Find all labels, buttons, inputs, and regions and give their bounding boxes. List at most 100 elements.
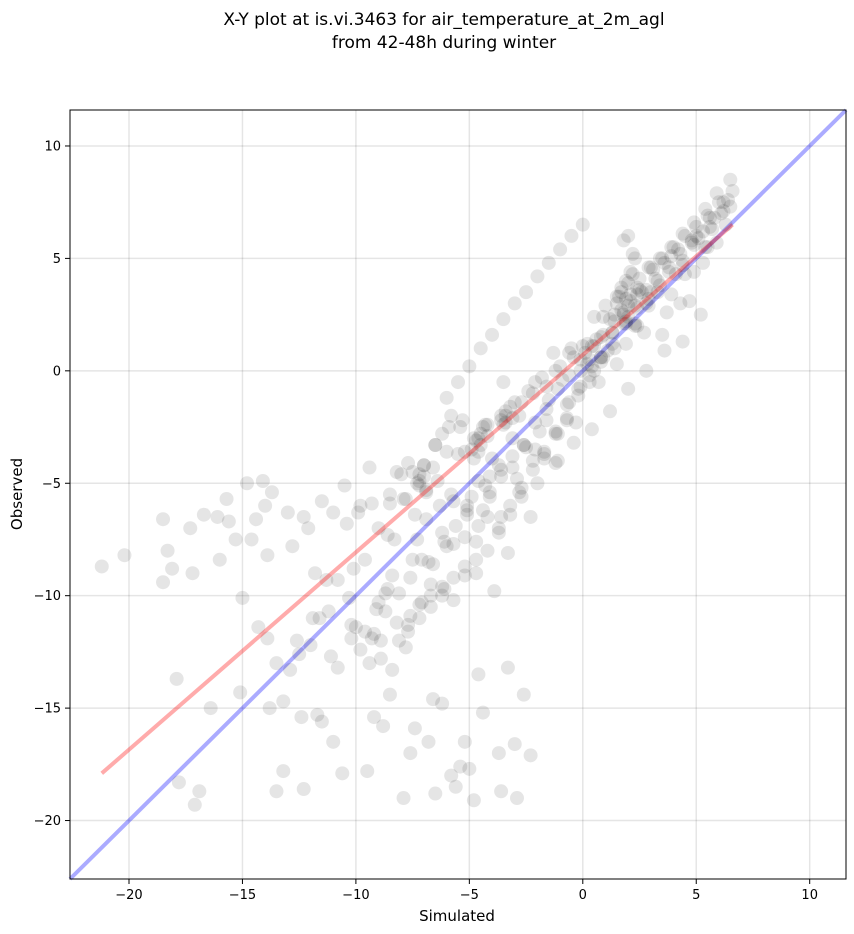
data-point — [643, 285, 658, 300]
data-point — [451, 375, 465, 390]
data-point — [471, 474, 486, 489]
y-tick-label: 0 — [53, 364, 61, 379]
data-point — [330, 572, 345, 587]
data-point — [435, 525, 450, 540]
data-point — [439, 444, 454, 459]
data-point — [435, 588, 450, 603]
data-point — [528, 375, 543, 390]
data-point — [407, 721, 422, 736]
data-point — [416, 458, 431, 473]
x-tick-label: −20 — [115, 888, 142, 903]
data-point — [627, 318, 642, 333]
data-point — [428, 438, 443, 453]
data-point — [677, 267, 692, 282]
data-point — [500, 545, 515, 560]
data-point — [514, 489, 529, 504]
data-point — [473, 341, 488, 356]
data-point — [607, 341, 622, 356]
data-point — [514, 480, 529, 495]
data-point — [655, 251, 670, 266]
data-point — [591, 375, 606, 390]
x-tick-label: 0 — [579, 888, 587, 903]
data-point — [398, 640, 413, 655]
fit-line — [100, 223, 734, 775]
data-point — [496, 375, 511, 390]
data-point — [464, 489, 479, 504]
data-point — [548, 456, 563, 471]
data-point — [308, 566, 323, 581]
data-point — [516, 687, 531, 702]
data-point — [446, 570, 461, 585]
data-point — [380, 527, 395, 542]
data-point — [460, 507, 475, 522]
data-point — [466, 451, 481, 466]
y-axis-ticks: −20 −15 −10 −5 0 5 10 — [34, 139, 70, 829]
data-point — [405, 465, 420, 480]
data-point — [478, 478, 493, 493]
data-point — [587, 309, 602, 324]
data-point — [505, 411, 520, 426]
data-point — [187, 797, 202, 812]
data-point — [233, 685, 248, 700]
data-point — [689, 219, 704, 234]
data-point — [262, 701, 277, 716]
data-point — [453, 759, 468, 774]
data-point — [648, 271, 663, 286]
data-point — [509, 791, 524, 806]
data-point — [494, 509, 509, 524]
data-point — [344, 617, 359, 632]
data-point — [616, 307, 631, 322]
data-point — [673, 296, 688, 311]
data-point — [169, 671, 184, 686]
data-point — [568, 415, 583, 430]
data-point — [700, 240, 715, 255]
data-point — [430, 474, 445, 489]
data-point — [696, 255, 711, 270]
data-point — [496, 312, 511, 327]
data-point — [523, 509, 538, 524]
chart-title: X-Y plot at is.vi.3463 for air_temperatu… — [223, 10, 664, 30]
data-point — [702, 219, 717, 234]
data-point — [185, 566, 200, 581]
data-point — [519, 285, 534, 300]
data-point — [280, 505, 295, 520]
data-point — [482, 485, 497, 500]
data-point — [412, 478, 427, 493]
data-point — [485, 451, 500, 466]
data-point — [471, 431, 486, 446]
data-point — [659, 305, 674, 320]
data-point — [664, 249, 679, 264]
data-point — [367, 626, 382, 641]
data-point — [203, 701, 218, 716]
data-point — [219, 491, 234, 506]
data-point — [627, 251, 642, 266]
data-point — [294, 710, 309, 725]
data-point — [221, 514, 236, 529]
data-point — [212, 552, 227, 567]
data-point — [623, 287, 638, 302]
data-point — [693, 307, 708, 322]
data-point — [571, 388, 586, 403]
data-point — [553, 359, 568, 374]
x-tick-label: 10 — [801, 888, 818, 903]
data-point — [419, 512, 434, 527]
data-point — [401, 617, 416, 632]
data-point — [382, 496, 397, 511]
data-point — [605, 325, 620, 340]
data-point — [426, 460, 441, 475]
data-point — [562, 395, 577, 410]
data-point — [471, 667, 486, 682]
data-point — [401, 624, 416, 639]
data-point — [117, 548, 132, 563]
data-point — [580, 336, 595, 351]
data-point — [673, 246, 688, 261]
data-point — [462, 359, 477, 374]
data-point — [426, 557, 441, 572]
data-point — [369, 602, 384, 617]
y-tick-label: −10 — [34, 589, 61, 604]
data-point — [455, 413, 470, 428]
data-point — [469, 433, 484, 448]
data-point — [625, 267, 640, 282]
data-point — [580, 357, 595, 372]
data-point — [410, 532, 425, 547]
